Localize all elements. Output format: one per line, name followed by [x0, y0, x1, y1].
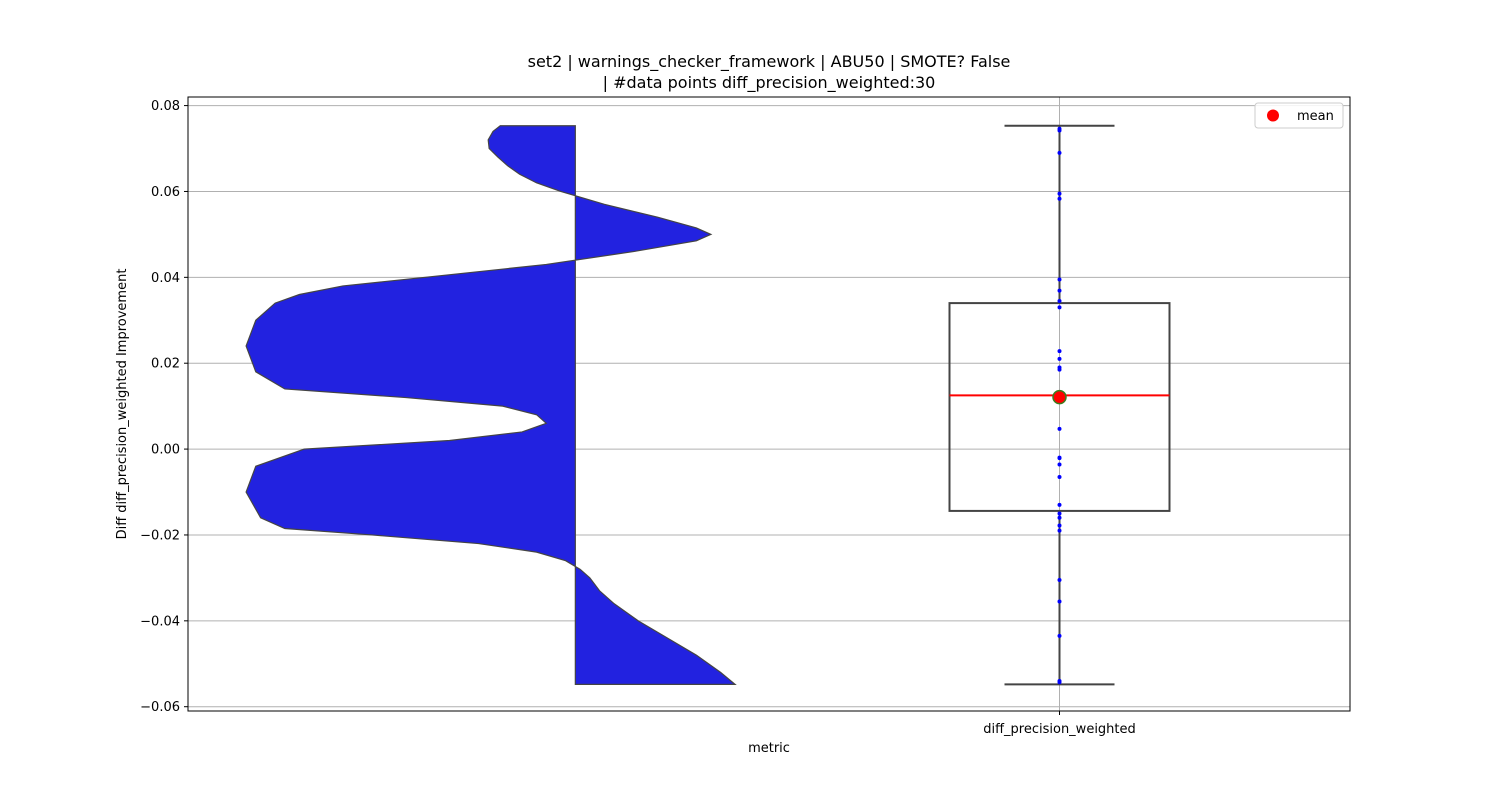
chart-title-line2: | #data points diff_precision_weighted:3…: [603, 73, 936, 93]
y-tick-label: −0.04: [140, 614, 180, 629]
data-point: [1057, 528, 1062, 533]
data-point: [1057, 298, 1062, 303]
box-iqr: [948, 302, 1171, 512]
data-point: [1057, 578, 1062, 583]
y-axis-label: Diff diff_precision_weighted Improvement: [115, 269, 130, 540]
plot-area: 0.08 0.06 0.04 0.02 0.00 −0.02 −0.04 −0.06 diff_…: [140, 96, 1351, 737]
legend: mean: [1254, 102, 1344, 129]
data-point: [1057, 511, 1062, 516]
y-tick-label: 0.00: [151, 443, 180, 458]
legend-label: mean: [1297, 109, 1334, 124]
data-point: [1057, 367, 1062, 372]
data-point: [1057, 502, 1062, 507]
data-point: [1057, 426, 1062, 431]
data-point: [1057, 305, 1062, 310]
data-point: [1057, 523, 1062, 528]
y-tick-label: −0.06: [140, 700, 180, 715]
data-point: [1057, 633, 1062, 638]
data-point: [1057, 356, 1062, 361]
data-point: [1057, 680, 1062, 685]
y-tick-label: −0.02: [140, 528, 180, 543]
legend-marker: [1267, 109, 1279, 122]
data-point: [1057, 128, 1062, 133]
data-point: [1057, 474, 1062, 479]
chart-title-line1: set2 | warnings_checker_framework | ABU5…: [528, 52, 1011, 72]
data-point: [1057, 191, 1062, 196]
x-axis-label: metric: [748, 741, 790, 756]
y-tick-label: 0.04: [151, 271, 180, 286]
mean-marker: [1052, 389, 1067, 405]
data-point: [1057, 599, 1062, 604]
data-point: [1057, 288, 1062, 293]
data-point: [1057, 462, 1062, 467]
legend-box: [1254, 102, 1344, 129]
data-point: [1057, 277, 1062, 282]
data-point: [1057, 515, 1062, 520]
y-tick-label: 0.02: [151, 357, 180, 372]
data-point: [1057, 150, 1062, 155]
y-tick-label: 0.06: [151, 185, 180, 200]
y-tick-label: 0.08: [151, 99, 180, 114]
violin-body: [245, 125, 737, 685]
data-point: [1057, 456, 1062, 461]
x-tick-label: diff_precision_weighted: [983, 722, 1136, 737]
data-point: [1057, 349, 1062, 354]
axes-frame: [187, 96, 1351, 712]
data-point: [1057, 196, 1062, 201]
